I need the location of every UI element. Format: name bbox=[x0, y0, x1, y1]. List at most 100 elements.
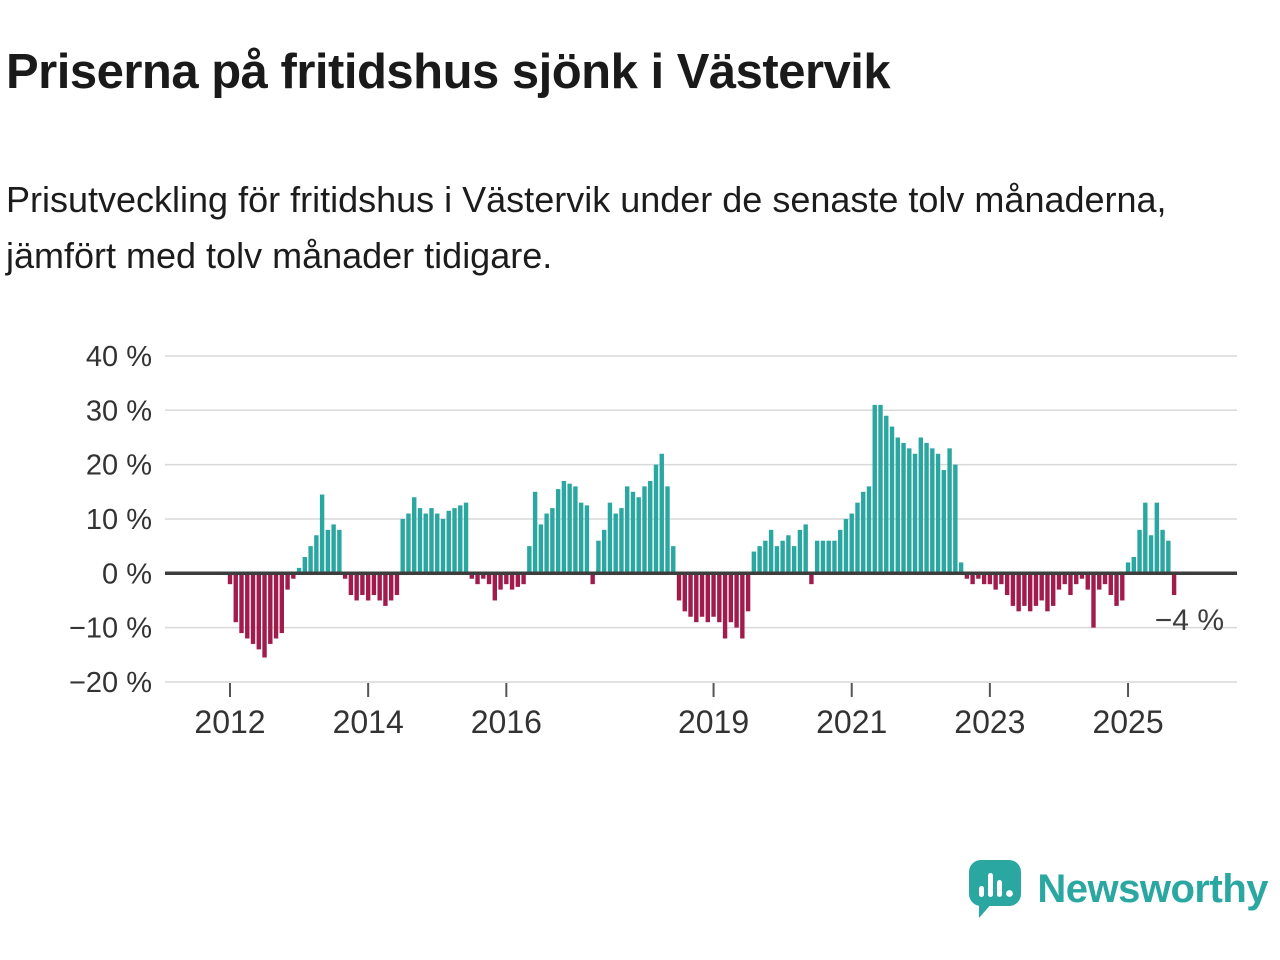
bar bbox=[463, 502, 469, 574]
bar bbox=[1068, 573, 1073, 596]
bar bbox=[619, 508, 624, 574]
bar bbox=[809, 573, 814, 585]
bar bbox=[383, 573, 388, 606]
y-axis-label: −20 % bbox=[69, 667, 152, 699]
bar bbox=[682, 573, 687, 612]
bar bbox=[509, 573, 515, 590]
bar bbox=[412, 497, 417, 574]
bar bbox=[849, 513, 854, 574]
chart-subtitle: Prisutveckling för fritidshus i Västervi… bbox=[6, 179, 1167, 276]
bar bbox=[976, 573, 981, 579]
bar bbox=[245, 573, 250, 639]
bar bbox=[250, 573, 256, 644]
bar bbox=[227, 573, 233, 585]
bar bbox=[1160, 529, 1165, 574]
bar bbox=[981, 573, 987, 585]
bar bbox=[607, 502, 613, 574]
bar bbox=[285, 573, 290, 590]
bar bbox=[337, 529, 342, 574]
bar bbox=[515, 573, 521, 587]
bar bbox=[694, 573, 699, 623]
bar bbox=[636, 497, 641, 574]
bar bbox=[567, 483, 572, 574]
bar bbox=[826, 540, 831, 574]
bar bbox=[1004, 573, 1010, 596]
bar bbox=[233, 573, 238, 623]
bar bbox=[578, 502, 584, 574]
bar bbox=[417, 508, 423, 574]
bar bbox=[912, 453, 918, 574]
bar bbox=[1108, 573, 1113, 596]
bar bbox=[492, 573, 498, 601]
bar bbox=[964, 573, 970, 579]
bar bbox=[832, 540, 837, 574]
bar bbox=[1097, 573, 1102, 590]
bar bbox=[561, 480, 567, 574]
bar bbox=[941, 470, 947, 574]
bar bbox=[319, 494, 325, 574]
brand-name: Newsworthy bbox=[1037, 866, 1268, 911]
bar bbox=[429, 508, 434, 574]
bar bbox=[901, 442, 906, 574]
bar bbox=[268, 573, 273, 644]
bar bbox=[550, 508, 555, 574]
bar bbox=[613, 513, 618, 574]
bar bbox=[256, 573, 261, 650]
bar bbox=[325, 529, 331, 574]
bar bbox=[648, 480, 653, 574]
bar bbox=[1137, 529, 1142, 574]
bar bbox=[1010, 573, 1016, 606]
y-axis-label: 10 % bbox=[86, 504, 152, 536]
bar bbox=[642, 486, 647, 574]
x-axis-label: 2012 bbox=[194, 704, 265, 740]
bar bbox=[555, 489, 561, 574]
bar bbox=[751, 551, 757, 574]
bar bbox=[791, 546, 797, 574]
bar bbox=[797, 529, 803, 574]
page-title: Priserna på fritidshus sjönk i Västervik bbox=[6, 45, 891, 99]
bar bbox=[279, 573, 285, 634]
bar bbox=[895, 437, 900, 574]
x-axis-label: 2016 bbox=[471, 704, 542, 740]
bar bbox=[757, 546, 762, 574]
bar bbox=[947, 448, 952, 574]
y-axis-label: 0 % bbox=[102, 558, 152, 590]
latest-value-annotation: −4 % bbox=[1155, 604, 1224, 637]
bar bbox=[958, 562, 964, 574]
bar bbox=[1091, 573, 1096, 628]
y-axis-label: −10 % bbox=[69, 613, 152, 645]
bar bbox=[843, 518, 849, 574]
bar bbox=[780, 540, 785, 574]
bar bbox=[786, 535, 791, 574]
price-development-bar-chart: 40 % 30 % 20 % 10 % 0 % −10 % −20 % 2012 2014 201… bbox=[69, 341, 1237, 740]
bar bbox=[486, 573, 492, 585]
bar bbox=[365, 573, 371, 601]
bar bbox=[688, 573, 693, 617]
bar bbox=[590, 573, 595, 585]
bar bbox=[1131, 557, 1136, 574]
bar bbox=[446, 510, 451, 574]
bar bbox=[538, 524, 544, 574]
bar bbox=[665, 486, 670, 574]
bar bbox=[1027, 573, 1033, 612]
bar bbox=[1154, 502, 1160, 574]
bar bbox=[1079, 573, 1085, 579]
bar bbox=[774, 546, 780, 574]
bar bbox=[475, 573, 480, 585]
x-axis-label: 2019 bbox=[678, 704, 749, 740]
y-axis-label: 20 % bbox=[86, 450, 152, 482]
bar bbox=[717, 573, 722, 623]
bar bbox=[705, 573, 711, 623]
bar bbox=[653, 464, 659, 574]
bar bbox=[527, 546, 532, 574]
bar bbox=[1074, 573, 1079, 585]
bar bbox=[596, 540, 601, 574]
bar bbox=[1039, 573, 1044, 601]
bar bbox=[291, 573, 296, 579]
bar bbox=[371, 573, 377, 596]
bar bbox=[296, 567, 302, 574]
bar bbox=[987, 573, 993, 585]
bar bbox=[584, 505, 590, 574]
bar bbox=[728, 573, 734, 623]
bar bbox=[360, 573, 365, 596]
